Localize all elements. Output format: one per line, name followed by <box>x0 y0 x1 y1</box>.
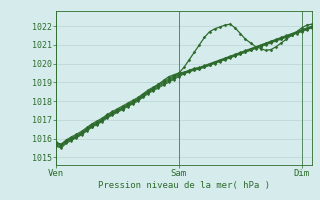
X-axis label: Pression niveau de la mer( hPa ): Pression niveau de la mer( hPa ) <box>98 181 270 190</box>
